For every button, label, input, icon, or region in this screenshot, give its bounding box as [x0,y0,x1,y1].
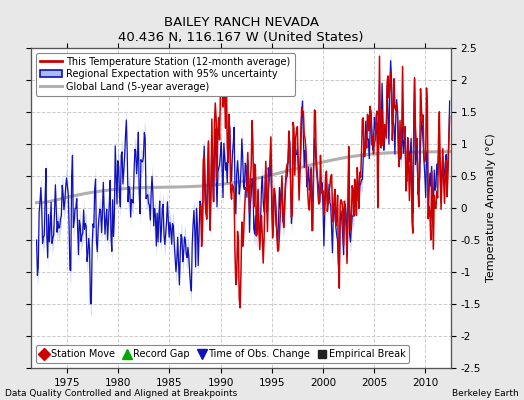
Legend: Station Move, Record Gap, Time of Obs. Change, Empirical Break: Station Move, Record Gap, Time of Obs. C… [36,345,409,363]
Text: Berkeley Earth: Berkeley Earth [452,389,519,398]
Text: Data Quality Controlled and Aligned at Breakpoints: Data Quality Controlled and Aligned at B… [5,389,237,398]
Y-axis label: Temperature Anomaly (°C): Temperature Anomaly (°C) [486,134,496,282]
Title: BAILEY RANCH NEVADA
40.436 N, 116.167 W (United States): BAILEY RANCH NEVADA 40.436 N, 116.167 W … [118,16,364,44]
